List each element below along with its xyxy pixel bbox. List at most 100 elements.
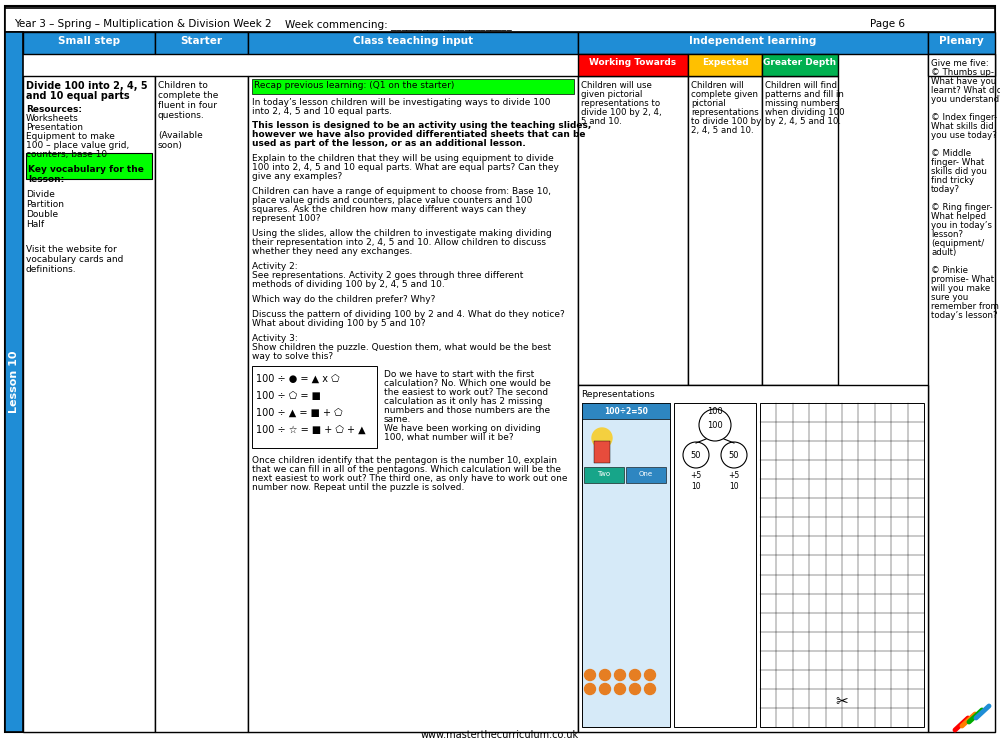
Text: This lesson is designed to be an activity using the teaching slides,: This lesson is designed to be an activit… [252,121,591,130]
Text: sure you: sure you [931,293,968,302]
Text: number now. Repeat until the puzzle is solved.: number now. Repeat until the puzzle is s… [252,483,464,492]
Text: Class teaching input: Class teaching input [353,36,473,46]
Text: Discuss the pattern of dividing 100 by 2 and 4. What do they notice?: Discuss the pattern of dividing 100 by 2… [252,310,565,319]
Text: Do we have to start with the first: Do we have to start with the first [384,370,534,379]
Text: adult): adult) [931,248,956,257]
Text: squares. Ask the children how many different ways can they: squares. Ask the children how many diffe… [252,205,526,214]
Text: 100 ÷ ☆ = ■ + ⬠ + ▲: 100 ÷ ☆ = ■ + ⬠ + ▲ [256,425,366,435]
Text: See representations. Activity 2 goes through three different: See representations. Activity 2 goes thr… [252,271,523,280]
Text: Expected: Expected [702,58,748,67]
Text: 100 into 2, 4, 5 and 10 equal parts. What are equal parts? Can they: 100 into 2, 4, 5 and 10 equal parts. Wha… [252,163,559,172]
Text: find tricky: find tricky [931,176,974,185]
Text: +5: +5 [728,471,740,480]
Text: to divide 100 by: to divide 100 by [691,117,761,126]
Text: © Ring finger-: © Ring finger- [931,203,993,212]
Text: Using the slides, allow the children to investigate making dividing: Using the slides, allow the children to … [252,229,552,238]
Bar [674,403,756,727]
Text: missing numbers: missing numbers [765,99,839,108]
Text: lesson?: lesson? [931,230,963,239]
Text: fluent in four: fluent in four [158,101,217,110]
Circle shape [644,683,656,694]
Text: What about dividing 100 by 5 and 10?: What about dividing 100 by 5 and 10? [252,319,426,328]
Circle shape [630,683,640,694]
Text: Week commencing: _______________________: Week commencing: _______________________ [285,19,512,30]
Bar [762,76,838,385]
Bar [760,403,924,727]
Bar [594,441,610,463]
Text: pictorial: pictorial [691,99,726,108]
Bar [584,467,624,483]
Text: next easiest to work out? The third one, as only have to work out one: next easiest to work out? The third one,… [252,474,568,483]
Bar [23,32,155,54]
Text: today’s lesson?: today’s lesson? [931,311,998,320]
Text: 100÷2=50: 100÷2=50 [604,407,648,416]
Bar [928,32,995,54]
Circle shape [630,670,640,680]
Bar [688,54,762,76]
Text: Double: Double [26,210,58,219]
Text: One: One [639,471,653,477]
Text: used as part of the lesson, or as an additional lesson.: used as part of the lesson, or as an add… [252,139,526,148]
Text: by 2, 4, 5 and 10.: by 2, 4, 5 and 10. [765,117,841,126]
Bar [248,32,578,54]
Text: Divide: Divide [26,190,55,199]
Text: Plenary: Plenary [939,36,984,46]
Text: (equipment/: (equipment/ [931,239,984,248]
Bar [582,403,670,419]
Bar [5,32,23,732]
Text: © Thumbs up-: © Thumbs up- [931,68,994,77]
Bar [5,8,995,32]
Text: calculation? No. Which one would be: calculation? No. Which one would be [384,379,551,388]
Bar [762,54,838,76]
Text: representations: representations [691,108,759,117]
Text: way to solve this?: way to solve this? [252,352,333,361]
Text: representations to: representations to [581,99,660,108]
Text: Half: Half [26,220,44,229]
Bar [23,76,155,732]
Text: finger- What: finger- What [931,158,984,167]
Bar [26,153,152,179]
Text: 10: 10 [729,482,739,491]
Bar [578,76,688,385]
Text: Greater Depth: Greater Depth [763,58,837,67]
Circle shape [614,683,626,694]
Text: 100 ÷ ⬠ = ■: 100 ÷ ⬠ = ■ [256,391,321,401]
Bar [578,385,928,732]
Bar [626,467,666,483]
Text: numbers and those numbers are the: numbers and those numbers are the [384,406,550,415]
Text: Starter: Starter [180,36,222,46]
Text: learnt? What did: learnt? What did [931,86,1000,95]
Bar [248,76,578,732]
Circle shape [683,442,709,468]
Circle shape [584,670,596,680]
Text: complete the: complete the [158,91,218,100]
Text: place value grids and counters, place value counters and 100: place value grids and counters, place va… [252,196,532,205]
Text: Page 6: Page 6 [870,19,905,29]
Text: skills did you: skills did you [931,167,987,176]
Bar [688,76,762,385]
Text: Resources:: Resources: [26,105,82,114]
Text: 100 ÷ ● = ▲ x ⬠: 100 ÷ ● = ▲ x ⬠ [256,374,340,384]
Text: Activity 3:: Activity 3: [252,334,298,343]
Bar [928,54,995,76]
Text: 100, what number will it be?: 100, what number will it be? [384,433,514,442]
Text: 50: 50 [729,451,739,460]
Text: www.masterthecurriculum.co.uk: www.masterthecurriculum.co.uk [421,730,579,740]
Text: Key vocabulary for the: Key vocabulary for the [28,165,144,174]
Text: Partition: Partition [26,200,64,209]
Circle shape [592,428,612,448]
Text: you in today’s: you in today’s [931,221,992,230]
Text: Give me five:: Give me five: [931,59,989,68]
Bar [155,76,248,732]
Text: will you make: will you make [931,284,990,293]
Text: Children to: Children to [158,81,208,90]
Bar [578,32,928,54]
Text: represent 100?: represent 100? [252,214,320,223]
Circle shape [600,683,610,694]
Bar [578,54,688,76]
Text: 100: 100 [707,421,723,430]
Text: Working Towards: Working Towards [589,58,677,67]
Text: Small step: Small step [58,36,120,46]
Text: What skills did: What skills did [931,122,994,131]
Text: Children can have a range of equipment to choose from: Base 10,: Children can have a range of equipment t… [252,187,551,196]
